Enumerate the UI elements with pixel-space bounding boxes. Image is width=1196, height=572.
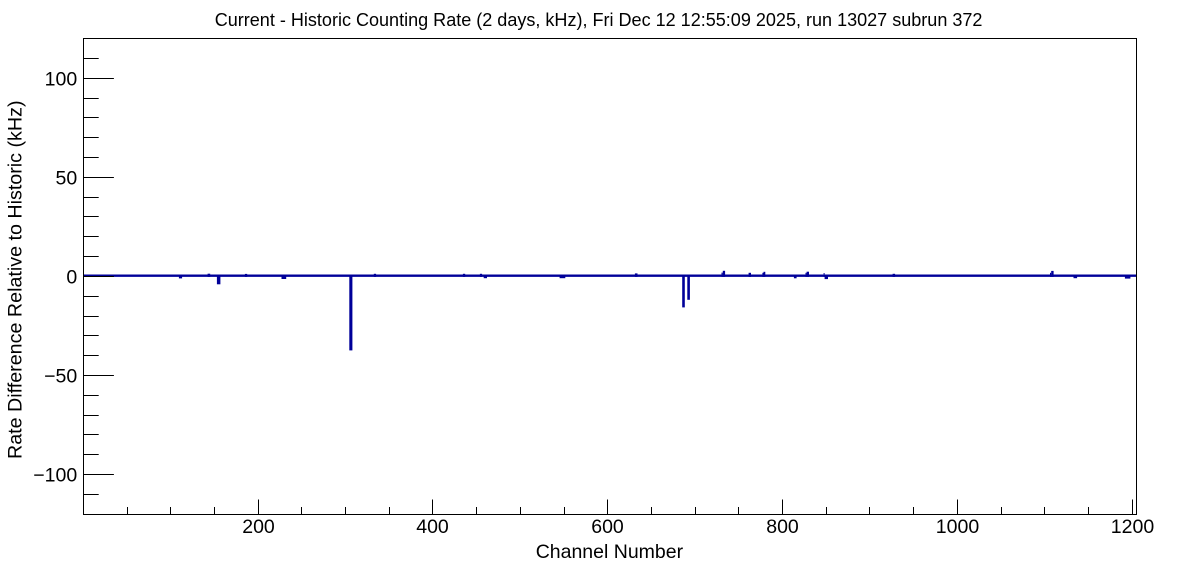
- svg-text:100: 100: [45, 69, 78, 91]
- svg-text:400: 400: [416, 516, 449, 538]
- svg-text:200: 200: [242, 516, 275, 538]
- svg-text:1200: 1200: [1111, 516, 1155, 538]
- svg-text:800: 800: [766, 516, 799, 538]
- svg-text:600: 600: [591, 516, 624, 538]
- svg-text:Current - Historic Counting Ra: Current - Historic Counting Rate (2 days…: [215, 10, 983, 30]
- svg-text:−50: −50: [44, 366, 77, 388]
- svg-text:Rate Difference Relative to Hi: Rate Difference Relative to Historic (kH…: [5, 101, 27, 460]
- svg-text:−100: −100: [33, 465, 77, 487]
- svg-text:0: 0: [66, 267, 77, 289]
- svg-text:Channel Number: Channel Number: [536, 541, 684, 563]
- svg-text:1000: 1000: [936, 516, 980, 538]
- svg-text:50: 50: [55, 168, 77, 190]
